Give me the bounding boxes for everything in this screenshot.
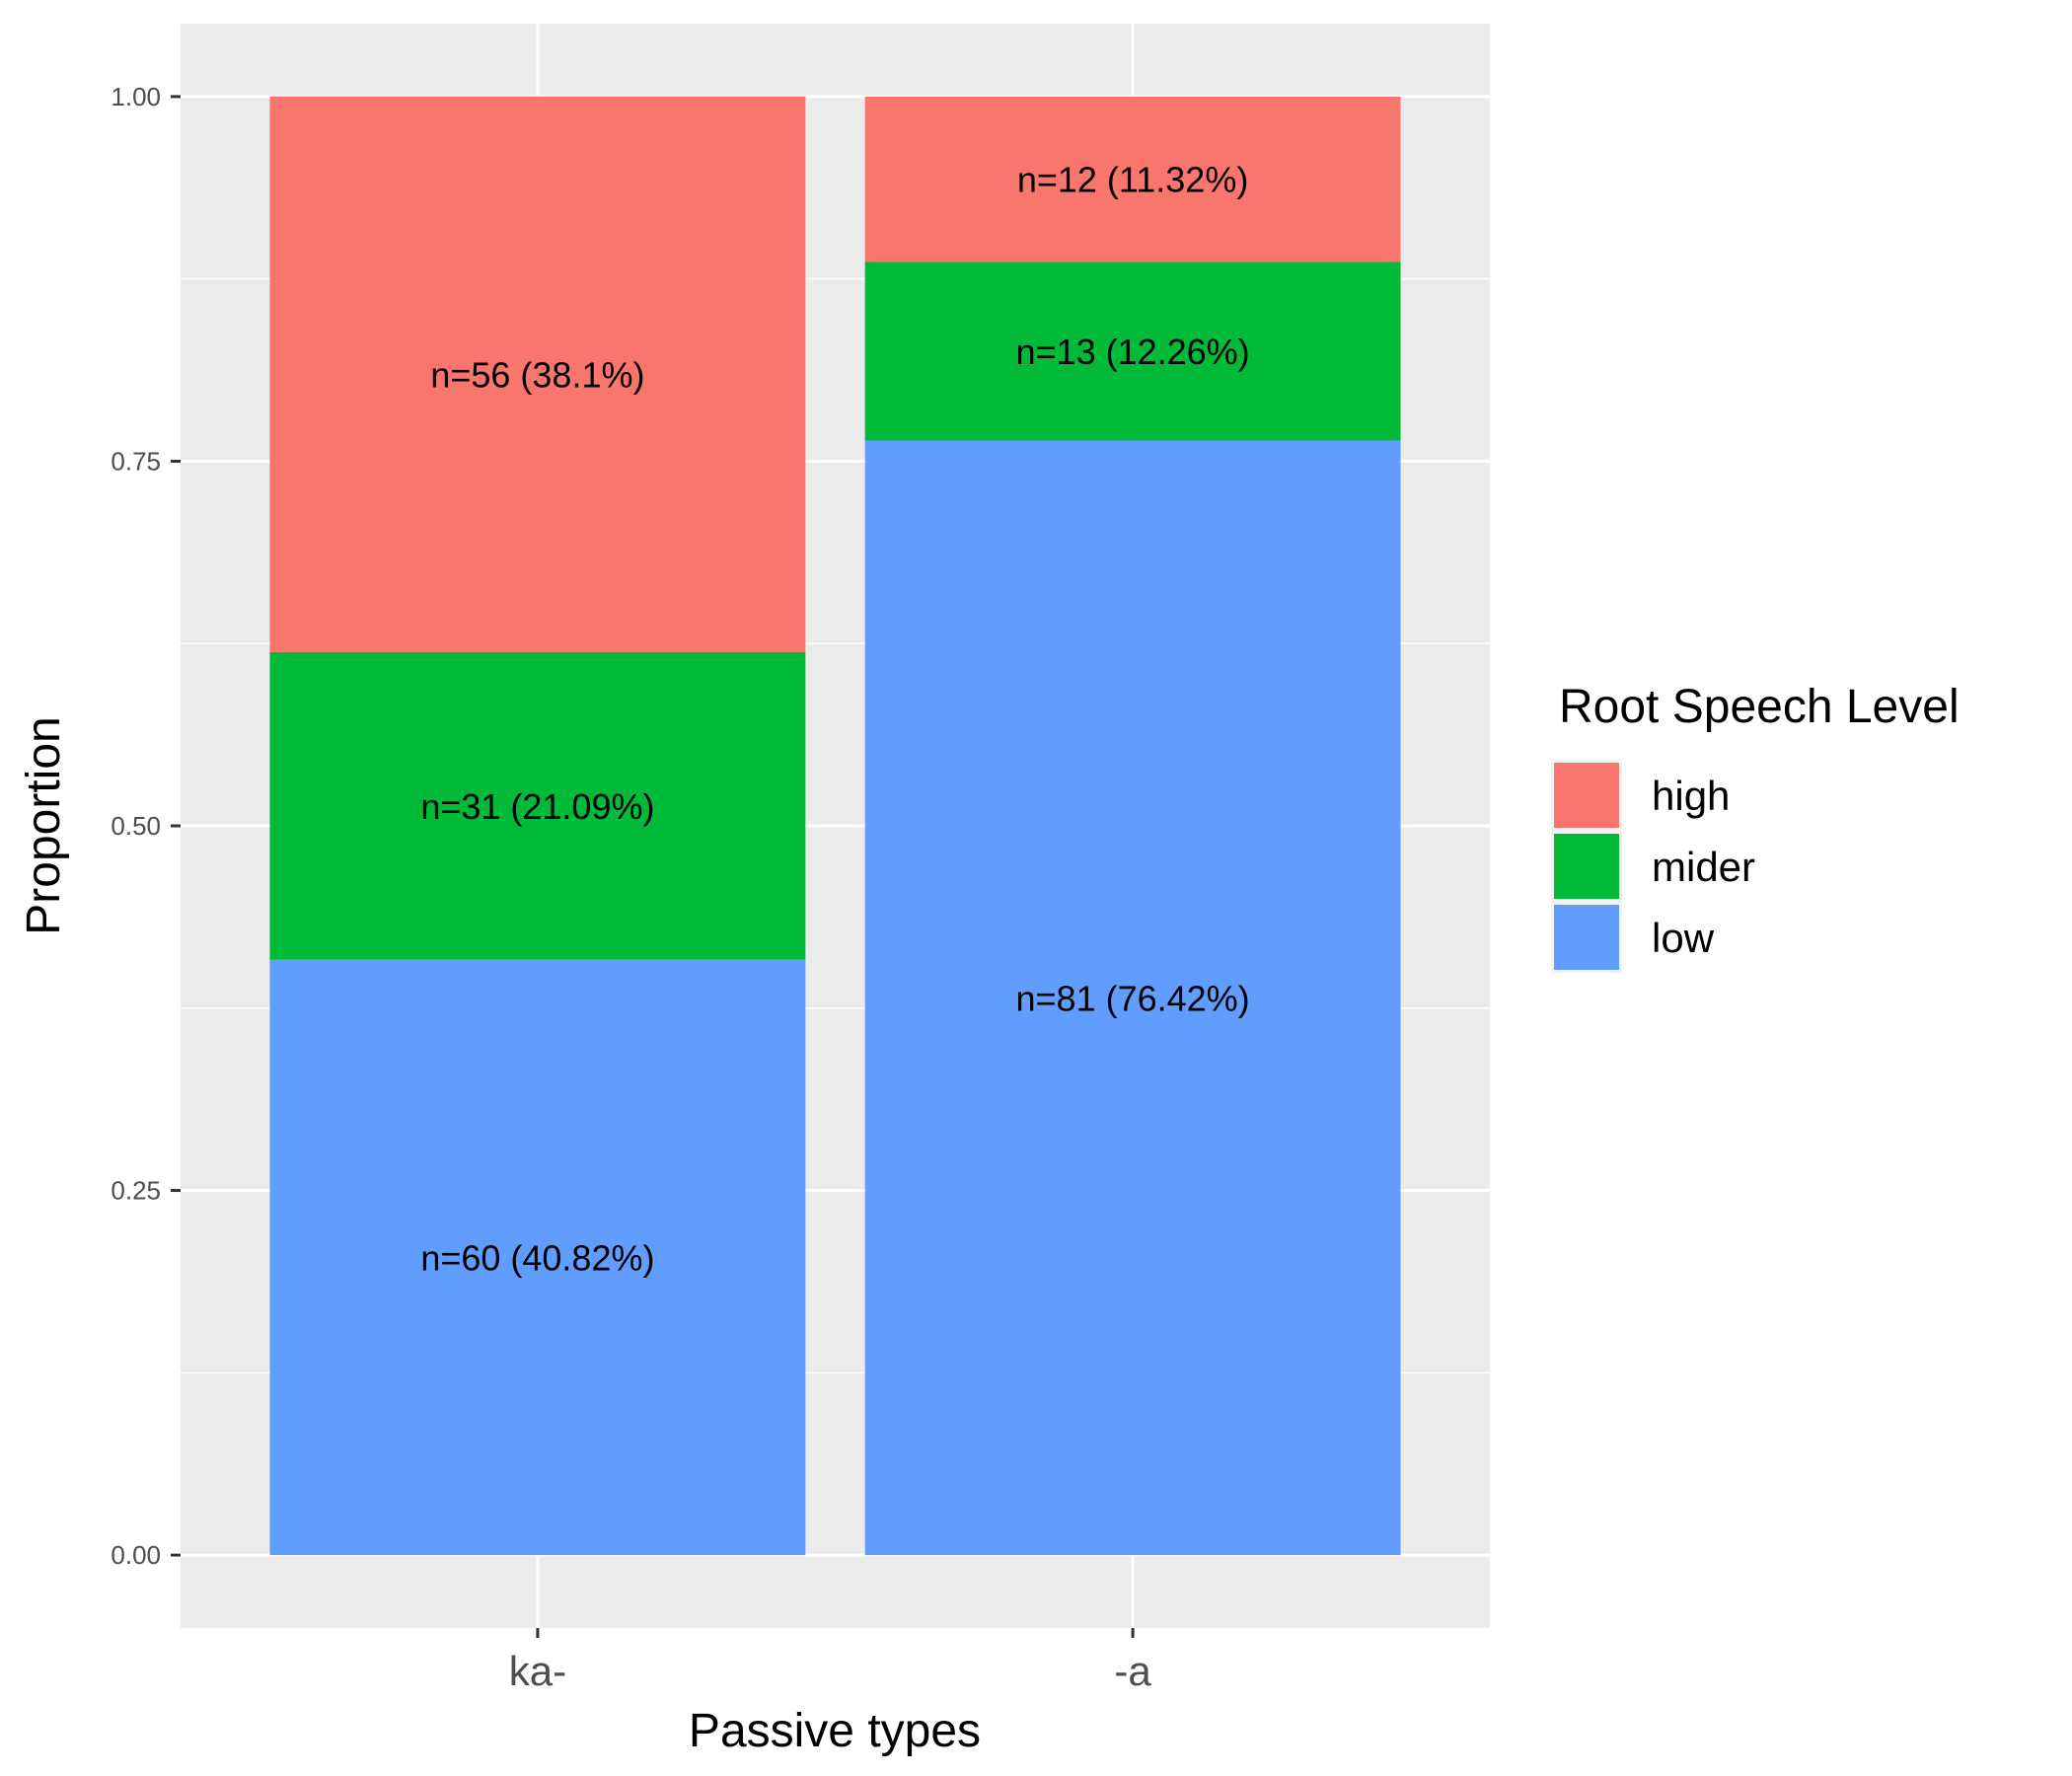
bar-labels: n=60 (40.82%) n=31 (21.09%) n=56 (38.1%) n=… xyxy=(420,160,1249,1279)
legend-label-mider: mider xyxy=(1652,844,1755,890)
bars xyxy=(269,96,1401,1556)
bar-segment-high xyxy=(269,96,806,652)
bar-label: n=31 (21.09%) xyxy=(420,786,654,827)
bar-segment-low xyxy=(864,440,1401,1556)
legend-label-low: low xyxy=(1652,915,1715,961)
bar-segment-low xyxy=(269,959,806,1556)
x-tick-label: ka- xyxy=(509,1648,566,1694)
y-tick-label: 0.00 xyxy=(111,1540,161,1570)
bar-segment-mider xyxy=(864,261,1401,441)
bar-label: n=56 (38.1%) xyxy=(430,354,644,395)
legend: Root Speech Level high mider low xyxy=(1551,681,1960,973)
legend-label-high: high xyxy=(1652,773,1730,819)
x-axis-title: Passive types xyxy=(689,1705,981,1757)
y-tick-label: 1.00 xyxy=(111,82,161,111)
y-axis: 0.00 0.25 0.50 0.75 1.00 xyxy=(111,82,181,1570)
legend-swatch-mider xyxy=(1554,834,1619,899)
bar-label: n=13 (12.26%) xyxy=(1016,332,1250,372)
y-tick-label: 0.75 xyxy=(111,446,161,476)
x-axis: ka- -a xyxy=(509,1628,1151,1694)
legend-title: Root Speech Level xyxy=(1559,681,1960,733)
bar-label: n=81 (76.42%) xyxy=(1016,978,1250,1018)
y-tick-label: 0.25 xyxy=(111,1176,161,1206)
bar-segment-high xyxy=(864,96,1401,262)
y-tick-label: 0.50 xyxy=(111,811,161,841)
x-tick-label: -a xyxy=(1114,1648,1151,1694)
bar-label: n=12 (11.32%) xyxy=(1017,160,1249,200)
bar-segment-mider xyxy=(269,651,806,960)
legend-swatch-low xyxy=(1554,905,1619,970)
y-axis-title: Proportion xyxy=(18,716,70,934)
bar-label: n=60 (40.82%) xyxy=(420,1237,654,1278)
legend-swatch-high xyxy=(1554,763,1619,828)
